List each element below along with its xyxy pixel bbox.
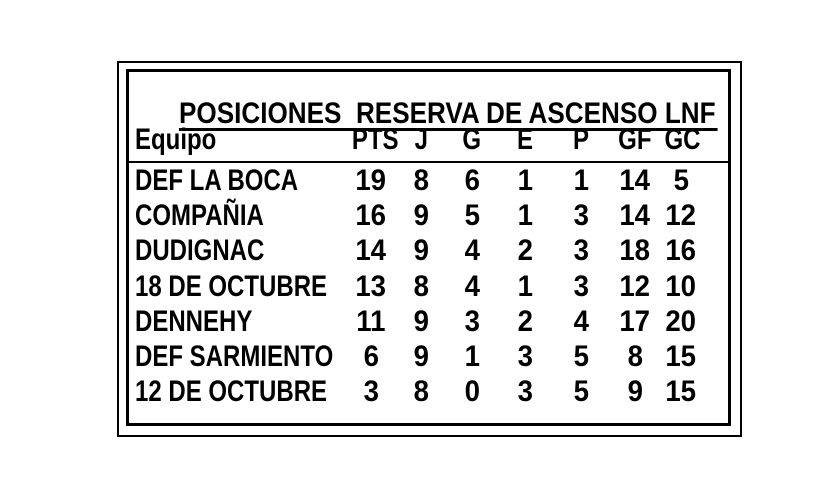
table-title: POSICIONES RESERVA DE ASCENSO LNF — [143, 84, 797, 149]
pts-cell: 3 — [363, 375, 379, 409]
header-e: E — [516, 122, 533, 156]
g-cell: 0 — [464, 375, 480, 409]
team-name-cell: 18 DE OCTUBRE — [135, 269, 328, 303]
e-cell: 3 — [517, 375, 533, 409]
header-gf: GF — [618, 122, 652, 156]
header-equipo: Equipo — [135, 122, 217, 156]
j-cell: 8 — [413, 375, 429, 409]
g-cell: 6 — [464, 163, 480, 197]
gc-cell: 12 — [665, 198, 697, 232]
table-row: DEF SARMIENTO 6 9 1 3 5 8 15 — [129, 339, 728, 374]
pts-cell: 11 — [356, 304, 386, 338]
e-cell: 2 — [517, 304, 533, 338]
team-name-cell: DEF SARMIENTO — [135, 340, 334, 374]
gf-cell: 14 — [619, 198, 651, 232]
gc-cell: 16 — [665, 234, 697, 268]
gc-cell: 20 — [665, 304, 697, 338]
p-cell: 3 — [573, 269, 589, 303]
header-separator — [129, 161, 728, 163]
table-row: COMPAÑIA 16 9 5 1 3 14 12 — [129, 198, 728, 233]
gf-cell: 17 — [619, 304, 651, 338]
e-cell: 1 — [517, 198, 533, 232]
g-cell: 4 — [464, 234, 480, 268]
standings-rows: DEF LA BOCA 19 8 6 1 1 14 5 COMPAÑIA 16 … — [129, 163, 728, 410]
header-j: J — [414, 122, 428, 156]
e-cell: 3 — [517, 340, 533, 374]
p-cell: 5 — [573, 375, 589, 409]
table-row: DUDIGNAC 14 9 4 2 3 18 16 — [129, 234, 728, 269]
e-cell: 2 — [517, 234, 533, 268]
g-cell: 5 — [464, 198, 480, 232]
p-cell: 4 — [573, 304, 589, 338]
p-cell: 3 — [573, 234, 589, 268]
table-row: 12 DE OCTUBRE 3 8 0 3 5 9 15 — [129, 375, 728, 410]
e-cell: 1 — [517, 163, 533, 197]
gc-cell: 15 — [665, 375, 697, 409]
p-cell: 1 — [573, 163, 589, 197]
team-name-cell: COMPAÑIA — [135, 198, 264, 232]
gc-cell: 10 — [665, 269, 697, 303]
inner-frame: POSICIONES RESERVA DE ASCENSO LNF Equipo… — [126, 69, 731, 426]
p-cell: 5 — [573, 340, 589, 374]
header-p: P — [572, 122, 589, 156]
pts-cell: 16 — [355, 198, 387, 232]
gf-cell: 12 — [619, 269, 651, 303]
pts-cell: 14 — [355, 234, 387, 268]
gc-cell: 5 — [673, 163, 689, 197]
j-cell: 8 — [413, 163, 429, 197]
j-cell: 9 — [413, 234, 429, 268]
j-cell: 9 — [413, 198, 429, 232]
g-cell: 3 — [464, 304, 480, 338]
header-pts: PTS — [351, 122, 399, 156]
header-g: G — [462, 122, 482, 156]
gf-cell: 9 — [627, 375, 643, 409]
table-title-text: POSICIONES RESERVA DE ASCENSO LNF — [178, 97, 717, 131]
table-row: DENNEHY 11 9 3 2 4 17 20 — [129, 304, 728, 339]
pts-cell: 19 — [355, 163, 387, 197]
table-row: 18 DE OCTUBRE 13 8 4 1 3 12 10 — [129, 269, 728, 304]
gc-cell: 15 — [665, 340, 697, 374]
team-name-cell: DUDIGNAC — [135, 234, 265, 268]
e-cell: 1 — [517, 269, 533, 303]
team-name-cell: DENNEHY — [135, 304, 253, 338]
team-name-cell: DEF LA BOCA — [135, 163, 299, 197]
outer-frame: POSICIONES RESERVA DE ASCENSO LNF Equipo… — [117, 61, 742, 437]
pts-cell: 13 — [355, 269, 387, 303]
p-cell: 3 — [573, 198, 589, 232]
gf-cell: 14 — [619, 163, 651, 197]
g-cell: 4 — [464, 269, 480, 303]
team-name-cell: 12 DE OCTUBRE — [135, 375, 328, 409]
pts-cell: 6 — [363, 340, 379, 374]
header-row: Equipo PTS J G E P GF GC — [129, 118, 728, 161]
j-cell: 9 — [413, 304, 429, 338]
header-gc: GC — [664, 122, 701, 156]
j-cell: 9 — [413, 340, 429, 374]
gf-cell: 8 — [627, 340, 643, 374]
table-row: DEF LA BOCA 19 8 6 1 1 14 5 — [129, 163, 728, 198]
gf-cell: 18 — [619, 234, 651, 268]
j-cell: 8 — [413, 269, 429, 303]
g-cell: 1 — [464, 340, 480, 374]
